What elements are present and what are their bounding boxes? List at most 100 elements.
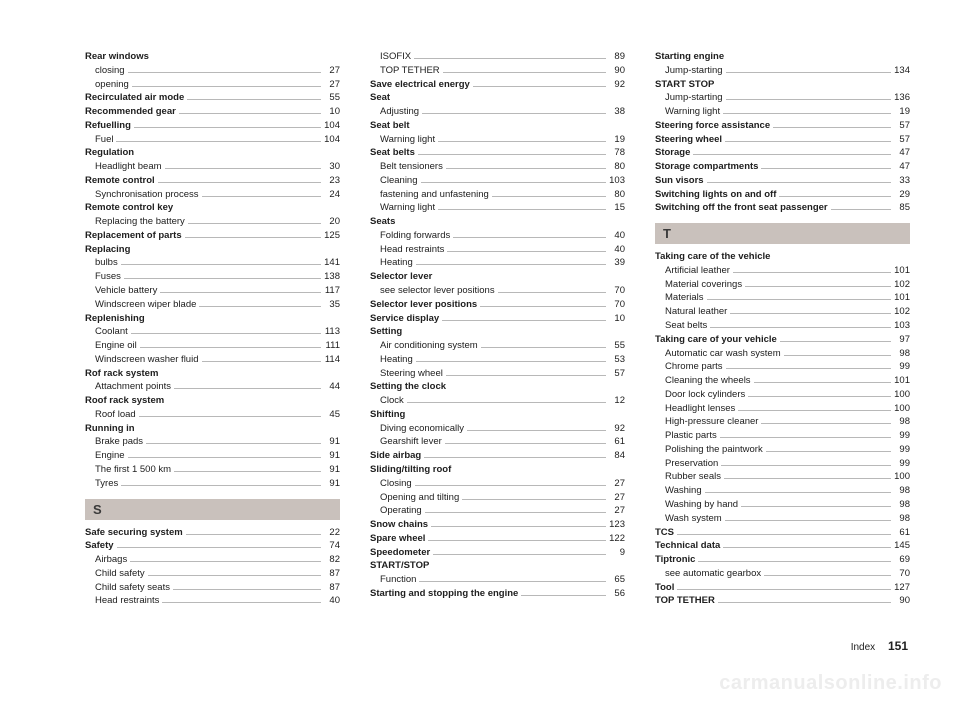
index-entry-label: Storage: [655, 146, 690, 160]
index-entry-page: 70: [609, 284, 625, 298]
index-entry: Replenishing: [85, 312, 340, 326]
index-entry: Head restraints40: [85, 594, 340, 608]
index-entry-label: Save electrical energy: [370, 78, 470, 92]
index-entry-page: 9: [609, 546, 625, 560]
index-entry-page: 61: [609, 435, 625, 449]
leader-dots: [723, 113, 891, 114]
leader-dots: [179, 113, 321, 114]
index-entry: Warning light15: [370, 201, 625, 215]
leader-dots: [748, 396, 891, 397]
index-entry: Save electrical energy92: [370, 78, 625, 92]
leader-dots: [707, 299, 891, 300]
index-entry: TOP TETHER90: [655, 594, 910, 608]
index-entry: Replacing the battery20: [85, 215, 340, 229]
index-entry: Selector lever: [370, 270, 625, 284]
leader-dots: [438, 209, 606, 210]
index-entry-page: 100: [894, 388, 910, 402]
index-entry: Chrome parts99: [655, 360, 910, 374]
leader-dots: [773, 127, 891, 128]
leader-dots: [707, 182, 891, 183]
index-entry-page: 101: [894, 264, 910, 278]
leader-dots: [754, 382, 891, 383]
leader-dots: [422, 113, 606, 114]
index-entry: Washing by hand98: [655, 498, 910, 512]
index-entry: see selector lever positions70: [370, 284, 625, 298]
index-entry-page: 10: [609, 312, 625, 326]
index-entry-label: Plastic parts: [655, 429, 717, 443]
index-entry-label: Material coverings: [655, 278, 742, 292]
index-entry: Windscreen washer fluid114: [85, 353, 340, 367]
leader-dots: [416, 264, 606, 265]
index-entry: Fuel104: [85, 133, 340, 147]
index-entry: Snow chains123: [370, 518, 625, 532]
index-entry-label: Engine: [85, 449, 125, 463]
page-footer: Index 151: [851, 639, 908, 653]
index-entry-page: 127: [894, 581, 910, 595]
index-entry-page: 27: [609, 491, 625, 505]
index-entry: Closing27: [370, 477, 625, 491]
index-entry: Tyres91: [85, 477, 340, 491]
index-entry: Side airbag84: [370, 449, 625, 463]
index-entry-label: Attachment points: [85, 380, 171, 394]
index-entry-label: Chrome parts: [655, 360, 723, 374]
index-entry-page: 12: [609, 394, 625, 408]
index-entry-label: Sliding/tilting roof: [370, 463, 451, 477]
index-entry: Clock12: [370, 394, 625, 408]
watermark-text: carmanualsonline.info: [719, 672, 942, 695]
index-entry: Brake pads91: [85, 435, 340, 449]
index-entry: START/STOP: [370, 559, 625, 573]
index-entry: Refuelling104: [85, 119, 340, 133]
index-entry-page: 99: [894, 429, 910, 443]
index-entry: Opening and tilting27: [370, 491, 625, 505]
leader-dots: [185, 237, 321, 238]
leader-dots: [431, 526, 606, 527]
index-entry: Coolant113: [85, 325, 340, 339]
index-entry: Recommended gear10: [85, 105, 340, 119]
leader-dots: [498, 292, 606, 293]
leader-dots: [784, 355, 891, 356]
leader-dots: [761, 168, 891, 169]
index-entry: see automatic gearbox70: [655, 567, 910, 581]
index-entry: Safe securing system22: [85, 526, 340, 540]
leader-dots: [473, 86, 606, 87]
index-entry-page: 47: [894, 146, 910, 160]
index-entry-label: START/STOP: [370, 559, 429, 573]
leader-dots: [140, 347, 321, 348]
index-entry-label: Replacing the battery: [85, 215, 185, 229]
index-entry-page: 56: [609, 587, 625, 601]
leader-dots: [188, 223, 321, 224]
index-entry-label: Fuses: [85, 270, 121, 284]
leader-dots: [693, 154, 891, 155]
index-entry-page: 35: [324, 298, 340, 312]
leader-dots: [521, 595, 606, 596]
index-entry-label: Regulation: [85, 146, 134, 160]
index-entry-label: Child safety seats: [85, 581, 170, 595]
index-entry: Windscreen wiper blade35: [85, 298, 340, 312]
index-entry: Taking care of your vehicle97: [655, 333, 910, 347]
leader-dots: [165, 168, 321, 169]
leader-dots: [424, 457, 606, 458]
index-entry: Heating39: [370, 256, 625, 270]
index-entry-label: Setting: [370, 325, 402, 339]
index-entry-label: Setting the clock: [370, 380, 446, 394]
leader-dots: [725, 520, 891, 521]
index-entry-label: Head restraints: [85, 594, 159, 608]
index-entry: Roof load45: [85, 408, 340, 422]
index-entry: Jump-starting136: [655, 91, 910, 105]
leader-dots: [131, 333, 321, 334]
leader-dots: [407, 402, 606, 403]
leader-dots: [720, 437, 891, 438]
index-entry-label: Headlight lenses: [655, 402, 735, 416]
leader-dots: [721, 465, 891, 466]
index-entry: Storage 47: [655, 146, 910, 160]
index-entry-label: Adjusting: [370, 105, 419, 119]
index-entry: Headlight lenses100: [655, 402, 910, 416]
index-entry: Starting engine: [655, 50, 910, 64]
index-entry: ISOFIX89: [370, 50, 625, 64]
index-entry: Replacement of parts125: [85, 229, 340, 243]
leader-dots: [733, 272, 891, 273]
index-column-3: Starting engineJump-starting134START STO…: [655, 50, 910, 608]
index-entry-page: 80: [609, 160, 625, 174]
index-entry-label: ISOFIX: [370, 50, 411, 64]
index-entry-page: 40: [609, 243, 625, 257]
